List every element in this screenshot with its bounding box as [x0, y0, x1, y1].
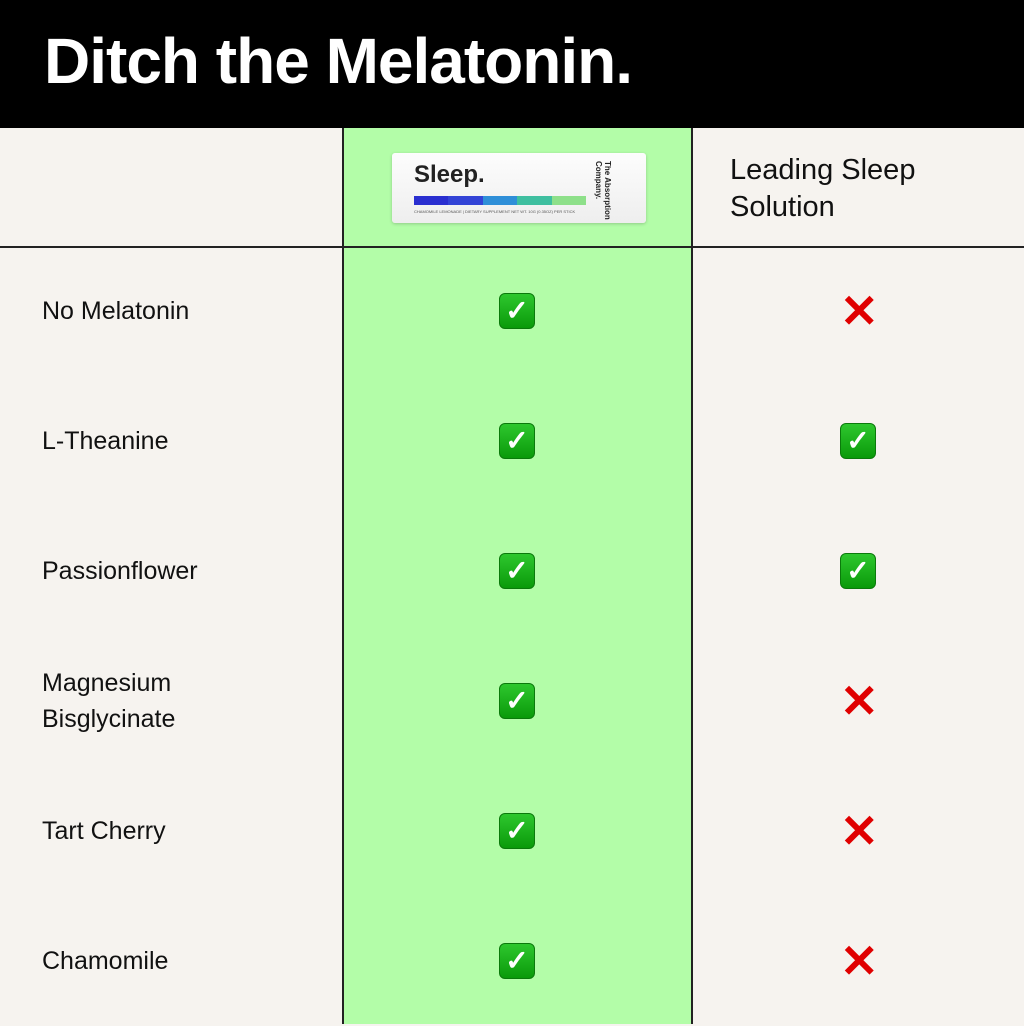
page-title: Ditch the Melatonin.	[44, 25, 633, 97]
check-icon: ✓	[499, 683, 535, 719]
table-row: Chamomile ✓ ✕	[0, 896, 1024, 1026]
table-row: Tart Cherry ✓ ✕	[0, 766, 1024, 896]
packet-stripes	[414, 196, 587, 205]
check-icon: ✓	[499, 423, 535, 459]
stripe	[517, 196, 552, 205]
header-banner: Ditch the Melatonin.	[0, 0, 1024, 128]
competitor-header: Leading Sleep Solution	[730, 154, 916, 223]
row-label: L-Theanine	[42, 427, 169, 455]
stripe	[551, 196, 587, 205]
cross-icon: ✕	[840, 935, 879, 987]
table-row: L-Theanine ✓ ✓	[0, 376, 1024, 506]
check-icon: ✓	[840, 553, 876, 589]
packet-brand: Sleep.	[414, 161, 485, 188]
packet-company: The Absorption Company.	[594, 161, 612, 220]
cross-icon: ✕	[840, 675, 879, 727]
table-row: No Melatonin ✓ ✕	[0, 246, 1024, 376]
row-label: Magnesium Bisglycinate	[42, 669, 176, 733]
column-divider	[691, 128, 693, 1024]
check-icon: ✓	[840, 423, 876, 459]
table-row: Passionflower ✓ ✓	[0, 506, 1024, 636]
stripe	[414, 196, 449, 205]
row-label: Chamomile	[42, 947, 169, 975]
stripe	[482, 196, 518, 205]
table-row: Magnesium Bisglycinate ✓ ✕	[0, 636, 1024, 766]
check-icon: ✓	[499, 813, 535, 849]
cross-icon: ✕	[840, 805, 879, 857]
column-divider	[342, 128, 344, 1024]
check-icon: ✓	[499, 553, 535, 589]
header-divider	[0, 246, 1024, 248]
packet-fine-print: CHAMOMILE LEMONADE | DIETARY SUPPLEMENT …	[414, 209, 576, 214]
product-packet-image: Sleep. CHAMOMILE LEMONADE | DIETARY SUPP…	[392, 153, 646, 223]
row-label: No Melatonin	[42, 297, 190, 325]
check-icon: ✓	[499, 943, 535, 979]
row-label: Passionflower	[42, 557, 198, 585]
check-icon: ✓	[499, 293, 535, 329]
row-label: Tart Cherry	[42, 817, 166, 845]
stripe	[448, 196, 483, 205]
cross-icon: ✕	[840, 285, 879, 337]
